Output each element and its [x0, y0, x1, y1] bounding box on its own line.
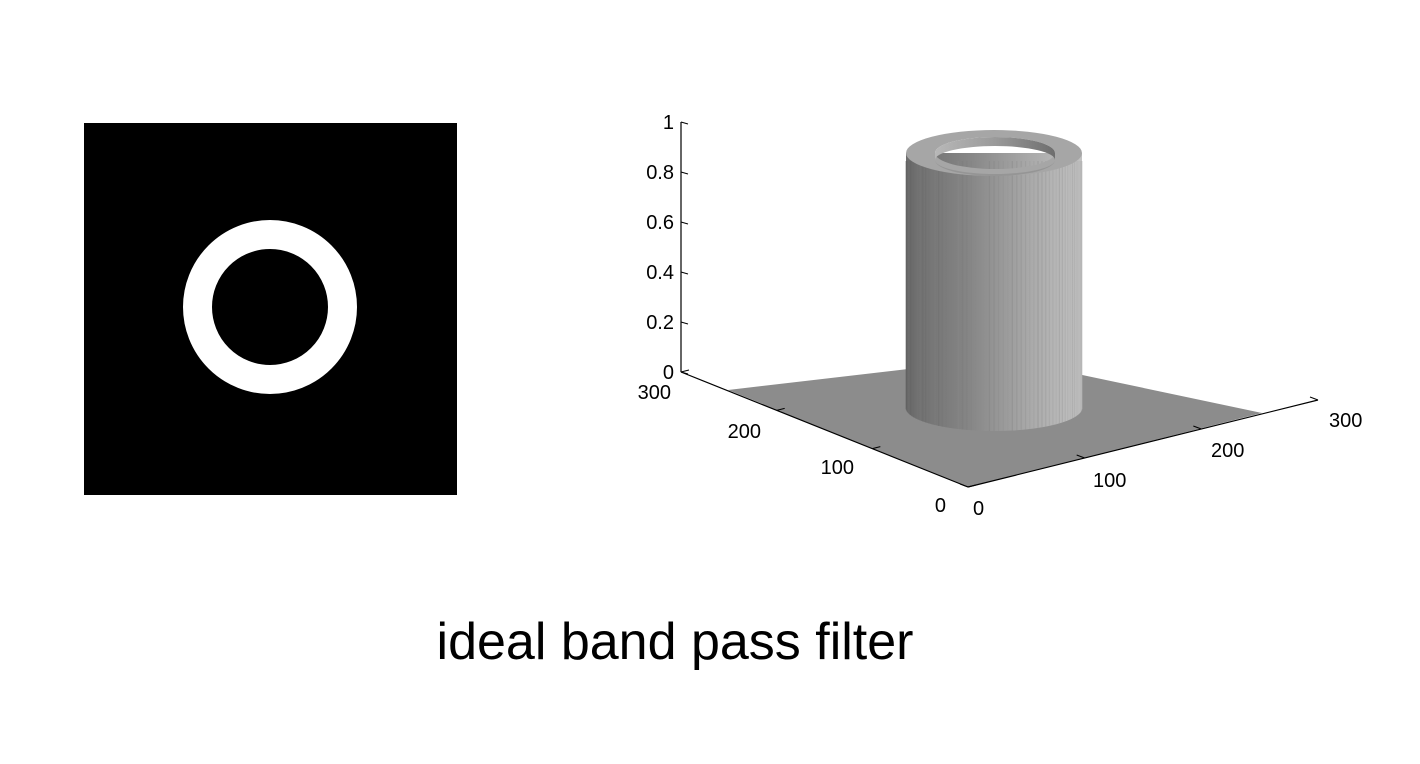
z-tick-mark [681, 322, 688, 324]
y-tick-label: 300 [638, 382, 671, 404]
y-tick-label: 0 [935, 495, 946, 517]
caption: ideal band pass filter [0, 612, 1350, 672]
z-tick-label: 0.8 [646, 162, 674, 184]
filter-image-background [84, 123, 457, 495]
z-tick-mark [681, 172, 688, 174]
y-tick-label: 100 [821, 457, 854, 479]
z-axis-ticks: 0 0.2 0.4 0.6 0.8 1 [646, 112, 688, 384]
z-tick-label: 0.2 [646, 312, 674, 334]
z-tick-mark [681, 222, 688, 224]
x-tick-label: 100 [1093, 470, 1126, 492]
filter-image [84, 123, 457, 495]
x-tick-label: 200 [1211, 440, 1244, 462]
z-tick-label: 0.6 [646, 212, 674, 234]
pass-band-cylinder [906, 130, 1082, 431]
z-tick-mark [681, 272, 688, 274]
y-tick-label: 200 [728, 421, 761, 443]
z-tick-label: 0.4 [646, 262, 674, 284]
x-tick-mark [1310, 397, 1318, 400]
y-tick-mark [681, 370, 689, 372]
z-tick-label: 0 [663, 362, 674, 384]
x-tick-label: 300 [1329, 410, 1362, 432]
surface-plot: 0 0.2 0.4 0.6 0.8 1 0 100 200 300 0 100 200 300 [600, 100, 1400, 540]
z-tick-label: 1 [663, 112, 674, 134]
x-tick-label: 0 [973, 498, 984, 520]
z-tick-mark [681, 122, 688, 124]
